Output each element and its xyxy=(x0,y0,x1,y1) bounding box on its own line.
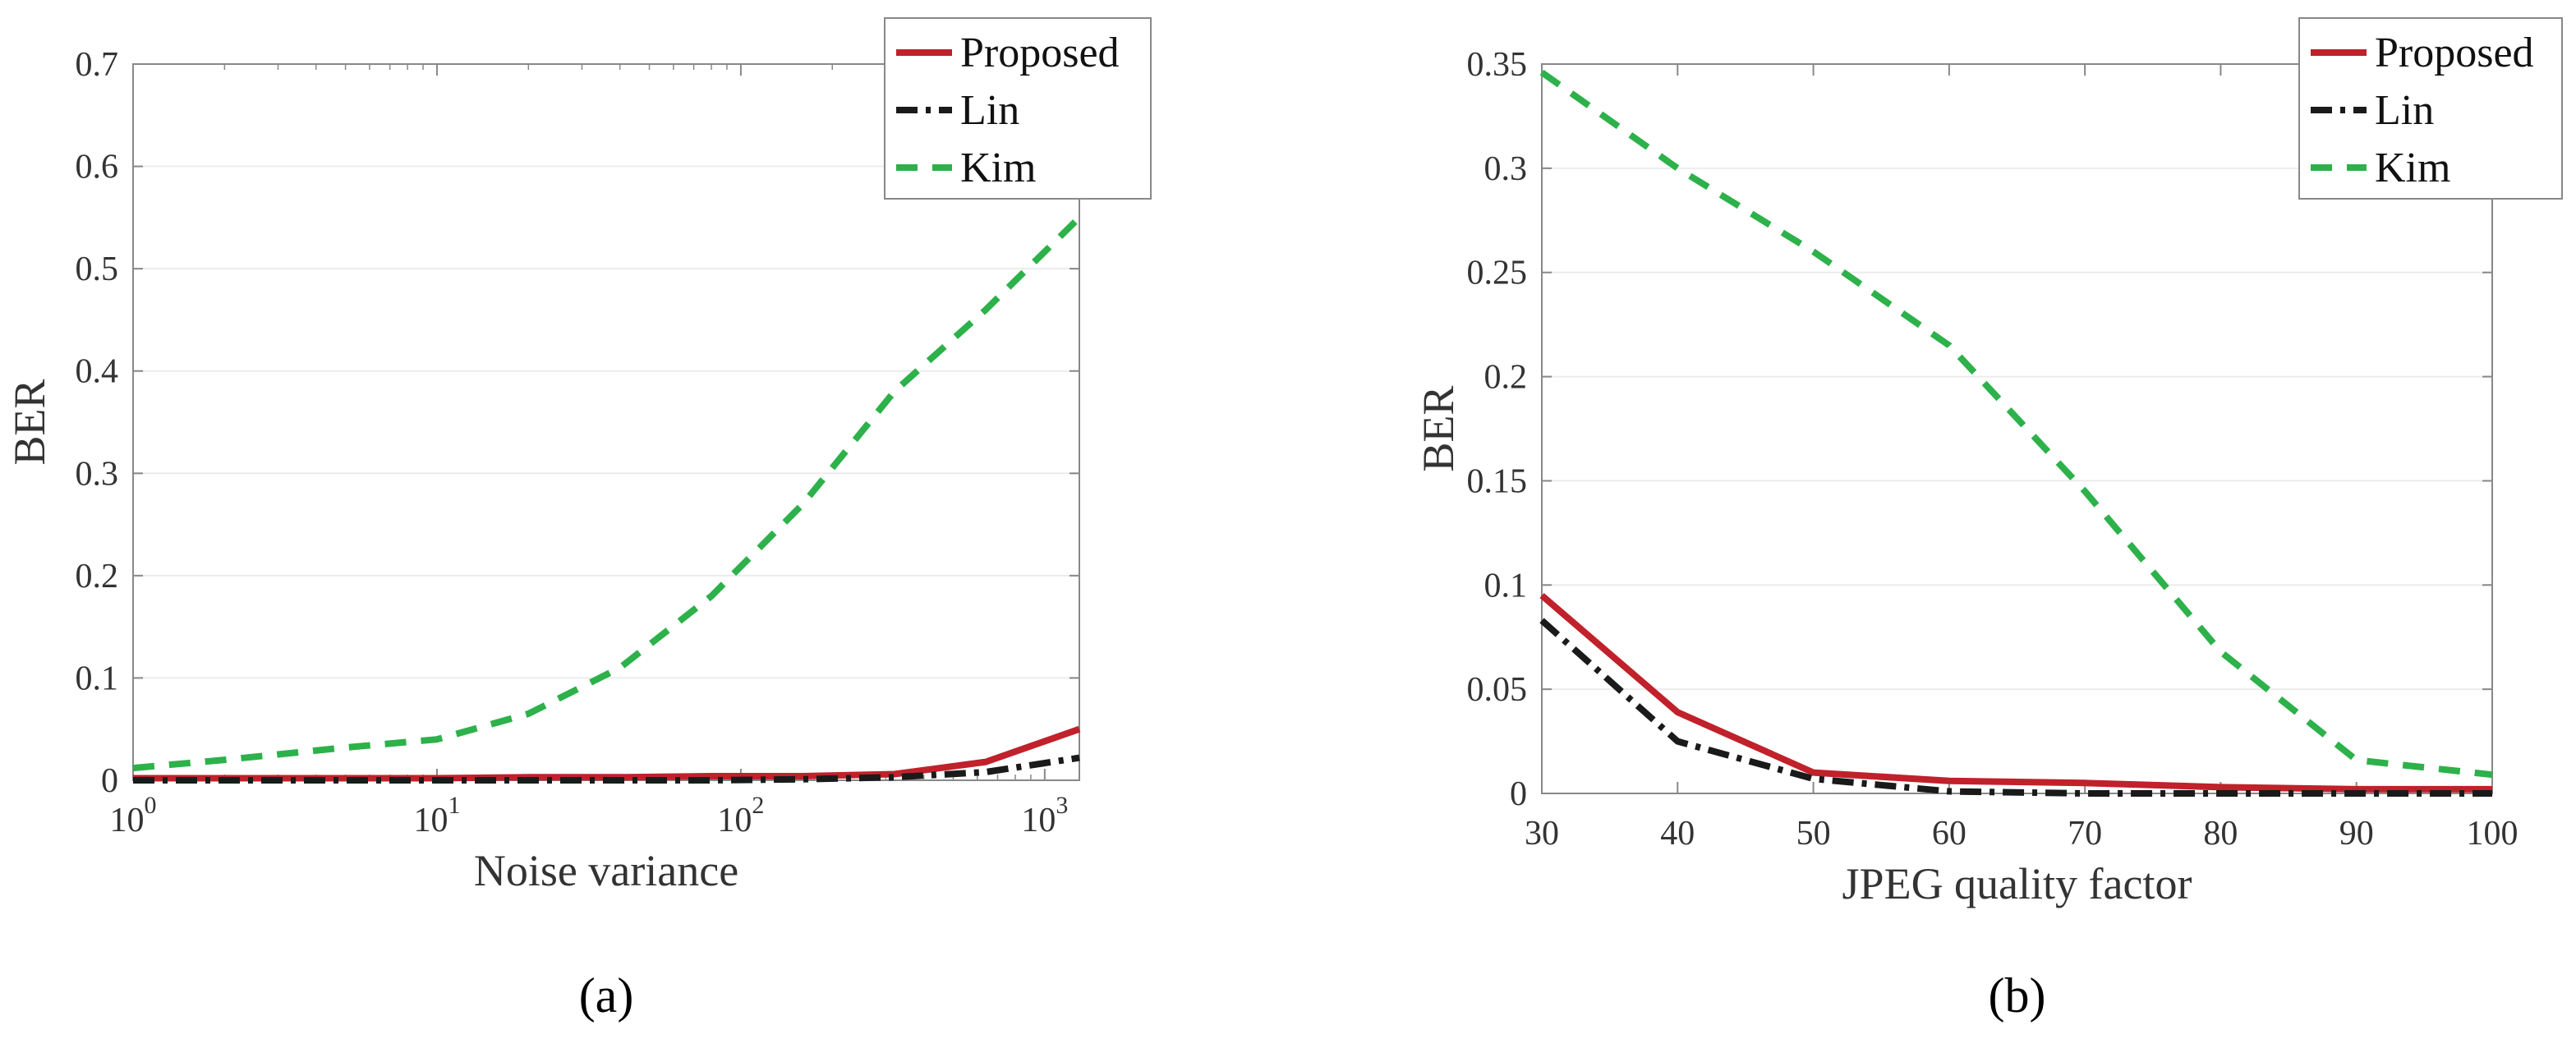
panel-label: (a) xyxy=(579,968,634,1023)
x-tick-label: 50 xyxy=(1796,815,1831,853)
x-tick-label: 100 xyxy=(2467,815,2518,853)
y-tick-label: 0.3 xyxy=(1484,150,1528,188)
legend-label-proposed: Proposed xyxy=(2375,30,2534,76)
legend-label-kim: Kim xyxy=(960,145,1036,191)
y-tick-label: 0 xyxy=(1510,775,1527,813)
x-tick-label-exponent: 2 xyxy=(752,792,764,819)
x-tick-label: 103 xyxy=(1021,792,1068,839)
x-tick-label: 100 xyxy=(110,792,157,839)
y-tick-label: 0.35 xyxy=(1467,46,1528,84)
series-line-lin xyxy=(133,754,1080,784)
legend: Proposed Lin Kim xyxy=(884,17,1152,200)
x-tick-label-base: 10 xyxy=(717,802,752,839)
legend-label-lin: Lin xyxy=(2375,87,2434,134)
x-tick-label: 102 xyxy=(717,792,764,839)
y-axis-label: BER xyxy=(1414,385,1463,471)
y-tick-label: 0.1 xyxy=(1484,567,1528,605)
y-tick-label: 0.15 xyxy=(1467,462,1528,500)
x-tick-label-exponent: 1 xyxy=(448,792,460,819)
legend-label-proposed: Proposed xyxy=(960,30,1120,76)
y-tick-label: 0.2 xyxy=(76,558,119,595)
x-tick-label: 60 xyxy=(1932,815,1966,853)
x-tick-label-exponent: 3 xyxy=(1056,792,1068,819)
y-tick-label: 0.25 xyxy=(1467,255,1528,292)
x-tick-label: 90 xyxy=(2339,815,2374,853)
y-tick-label: 0.5 xyxy=(76,251,119,288)
x-tick-label: 40 xyxy=(1660,815,1695,853)
legend-label-kim: Kim xyxy=(2375,145,2450,191)
y-tick-label: 0 xyxy=(101,762,118,800)
x-tick-label-base: 10 xyxy=(1021,802,1056,839)
x-tick-label-base: 10 xyxy=(413,802,448,839)
chart-panel-b: 0 0.05 0.1 0.15 0.2 0.25 0.3 0.35 30 40 50 60 70 80 90… xyxy=(1414,17,2563,1023)
panel-label: (b) xyxy=(1989,968,2046,1023)
x-tick-label: 80 xyxy=(2203,815,2238,853)
x-tick-label: 70 xyxy=(2068,815,2102,853)
series-line-proposed xyxy=(1539,592,2492,793)
y-tick-label: 0.4 xyxy=(76,353,119,391)
y-tick-label: 0.7 xyxy=(76,46,119,84)
x-axis-label: Noise variance xyxy=(474,846,738,895)
x-tick-label: 101 xyxy=(413,792,460,839)
x-tick-label-exponent: 0 xyxy=(145,792,157,819)
y-tick-label: 0.3 xyxy=(76,455,119,493)
y-tick-label: 0.1 xyxy=(76,660,119,697)
y-tick-label: 0.6 xyxy=(76,149,119,186)
x-tick-label: 30 xyxy=(1525,815,1559,853)
y-tick-label: 0.2 xyxy=(1484,359,1528,397)
x-axis-label: JPEG quality factor xyxy=(1842,859,2192,908)
legend: Proposed Lin Kim xyxy=(2298,17,2563,200)
series-line-kim xyxy=(1539,69,2493,779)
y-tick-label: 0.05 xyxy=(1467,671,1528,709)
series-line-lin xyxy=(1539,618,2492,797)
y-axis-label: BER xyxy=(5,379,54,465)
legend-label-lin: Lin xyxy=(960,87,1019,134)
x-tick-label-base: 10 xyxy=(110,802,145,839)
